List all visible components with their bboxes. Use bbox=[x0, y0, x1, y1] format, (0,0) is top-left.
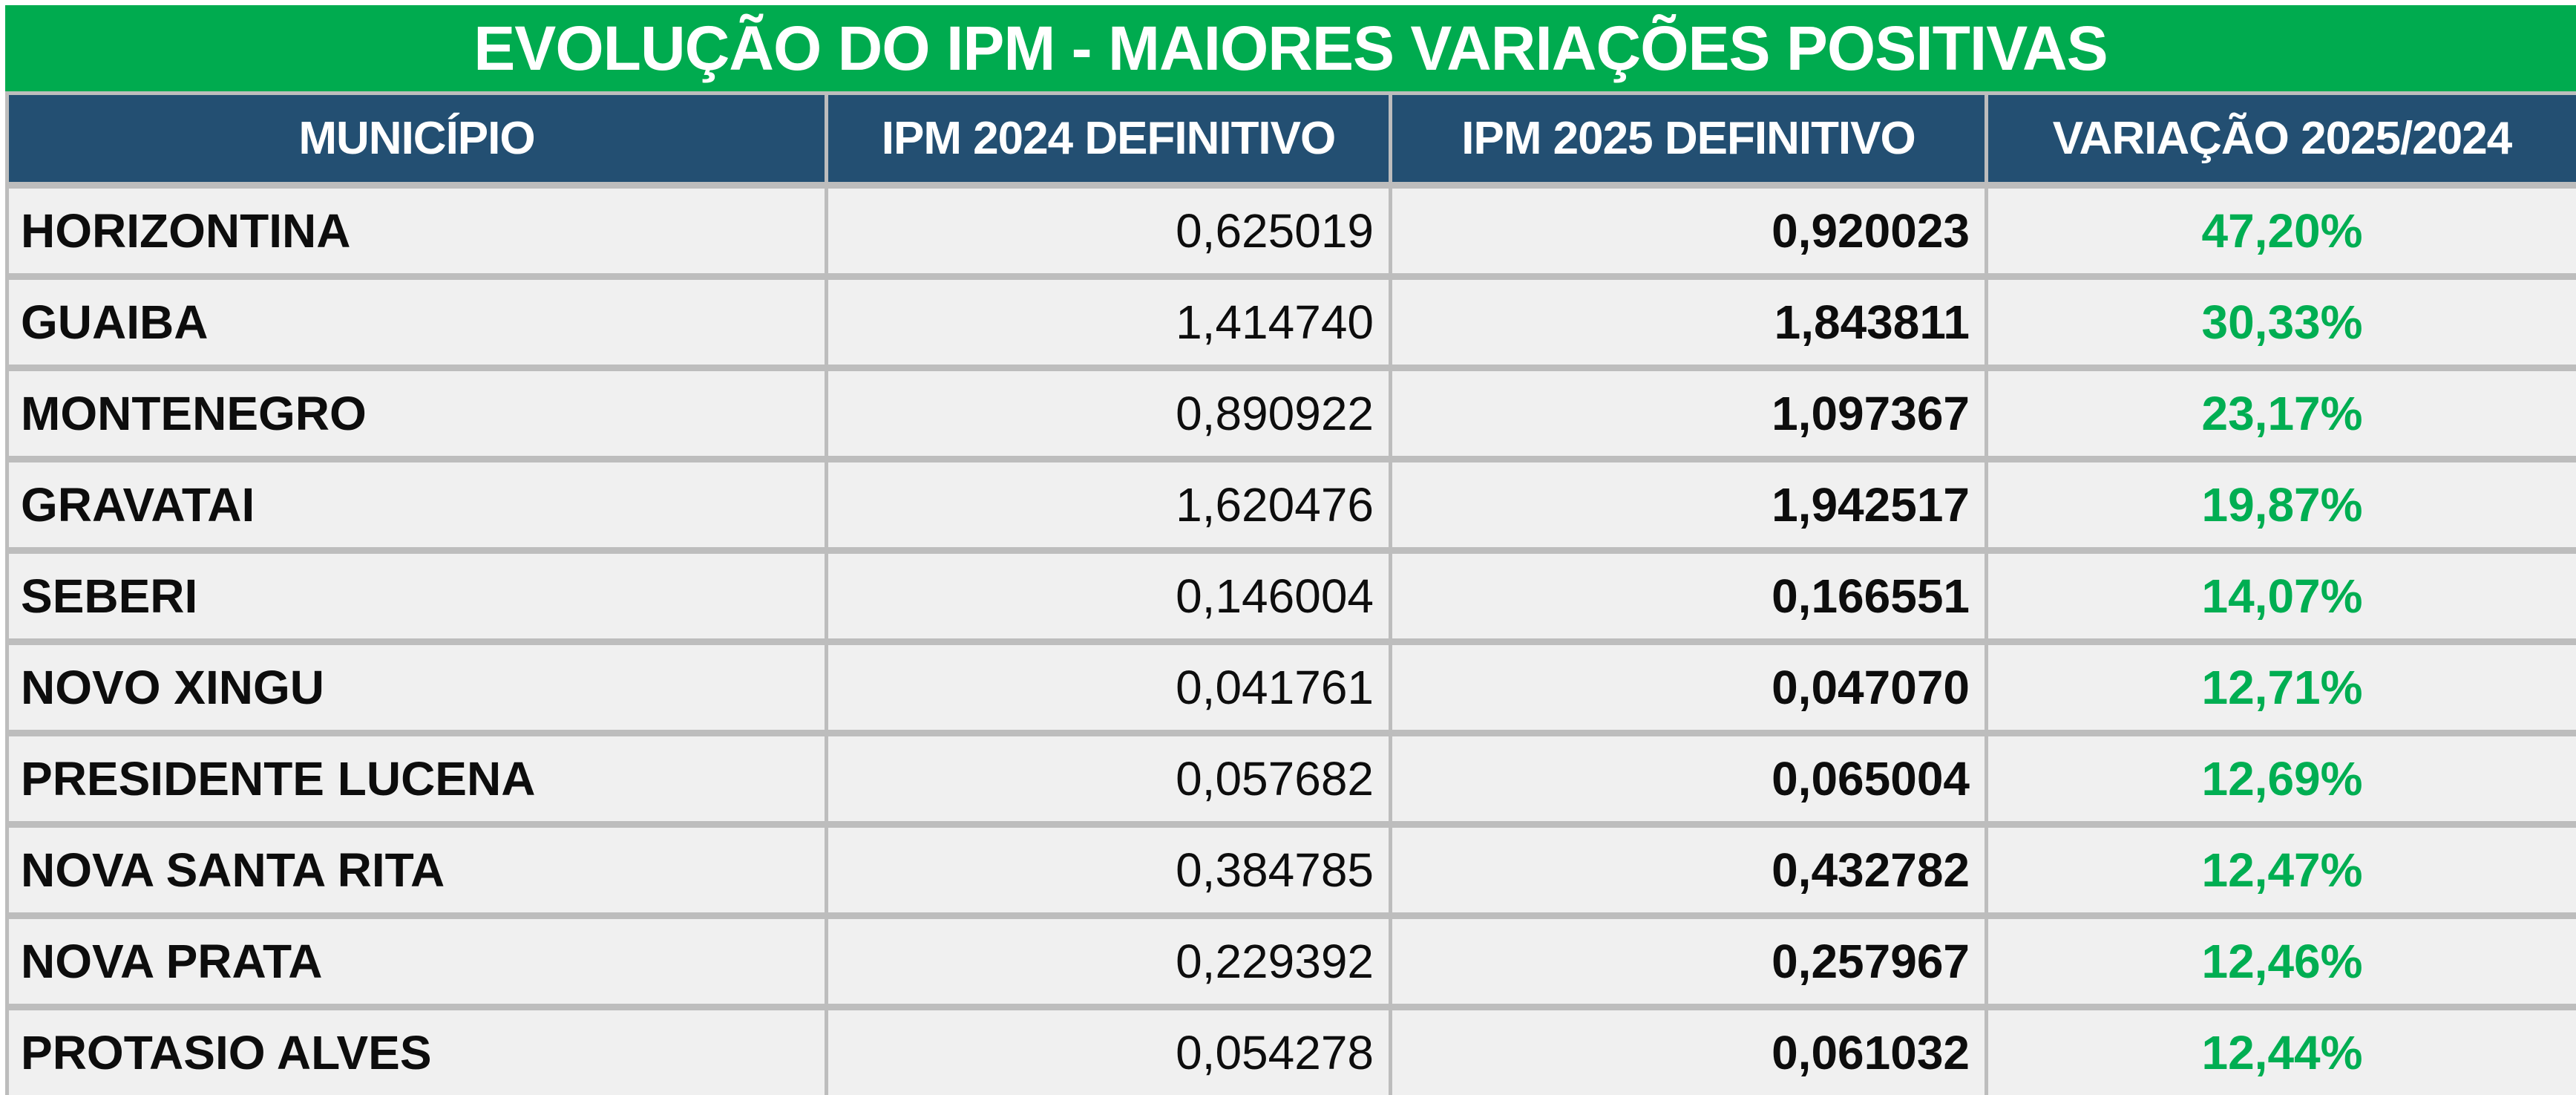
cell-ipm-2024: 0,146004 bbox=[828, 554, 1389, 638]
cell-ipm-2025: 1,843811 bbox=[1392, 280, 1985, 365]
cell-ipm-2024: 1,414740 bbox=[828, 280, 1389, 365]
cell-municipio: NOVA SANTA RITA bbox=[9, 828, 825, 912]
cell-municipio: PRESIDENTE LUCENA bbox=[9, 736, 825, 821]
cell-ipm-2025: 0,257967 bbox=[1392, 919, 1985, 1004]
cell-ipm-2025: 0,061032 bbox=[1392, 1010, 1985, 1095]
cell-variacao: 23,17% bbox=[1988, 371, 2576, 456]
cell-variacao: 12,69% bbox=[1988, 736, 2576, 821]
cell-ipm-2024: 0,890922 bbox=[828, 371, 1389, 456]
cell-variacao: 14,07% bbox=[1988, 554, 2576, 638]
cell-variacao: 12,46% bbox=[1988, 919, 2576, 1004]
cell-municipio: SEBERI bbox=[9, 554, 825, 638]
column-header-variacao: VARIAÇÃO 2025/2024 bbox=[1988, 95, 2576, 182]
cell-variacao: 47,20% bbox=[1988, 189, 2576, 273]
cell-ipm-2025: 0,065004 bbox=[1392, 736, 1985, 821]
cell-variacao: 12,44% bbox=[1988, 1010, 2576, 1095]
cell-ipm-2024: 0,054278 bbox=[828, 1010, 1389, 1095]
cell-variacao: 12,71% bbox=[1988, 645, 2576, 730]
cell-municipio: NOVA PRATA bbox=[9, 919, 825, 1004]
cell-municipio: GRAVATAI bbox=[9, 462, 825, 547]
cell-ipm-2024: 0,057682 bbox=[828, 736, 1389, 821]
cell-municipio: GUAIBA bbox=[9, 280, 825, 365]
cell-municipio: HORIZONTINA bbox=[9, 189, 825, 273]
cell-ipm-2025: 0,432782 bbox=[1392, 828, 1985, 912]
column-header-municipio: MUNICÍPIO bbox=[9, 95, 825, 182]
cell-ipm-2025: 0,920023 bbox=[1392, 189, 1985, 273]
cell-municipio: PROTASIO ALVES bbox=[9, 1010, 825, 1095]
cell-variacao: 30,33% bbox=[1988, 280, 2576, 365]
cell-ipm-2024: 1,620476 bbox=[828, 462, 1389, 547]
cell-variacao: 19,87% bbox=[1988, 462, 2576, 547]
cell-ipm-2025: 0,047070 bbox=[1392, 645, 1985, 730]
cell-municipio: NOVO XINGU bbox=[9, 645, 825, 730]
cell-variacao: 12,47% bbox=[1988, 828, 2576, 912]
column-header-ipm-2024: IPM 2024 DEFINITIVO bbox=[828, 95, 1389, 182]
cell-municipio: MONTENEGRO bbox=[9, 371, 825, 456]
cell-ipm-2024: 0,229392 bbox=[828, 919, 1389, 1004]
cell-ipm-2024: 0,625019 bbox=[828, 189, 1389, 273]
cell-ipm-2024: 0,041761 bbox=[828, 645, 1389, 730]
cell-ipm-2025: 0,166551 bbox=[1392, 554, 1985, 638]
cell-ipm-2025: 1,097367 bbox=[1392, 371, 1985, 456]
column-header-ipm-2025: IPM 2025 DEFINITIVO bbox=[1392, 95, 1985, 182]
cell-ipm-2025: 1,942517 bbox=[1392, 462, 1985, 547]
table-title: EVOLUÇÃO DO IPM - MAIORES VARIAÇÕES POSI… bbox=[5, 5, 2576, 91]
cell-ipm-2024: 0,384785 bbox=[828, 828, 1389, 912]
ipm-table: MUNICÍPIO IPM 2024 DEFINITIVO IPM 2025 D… bbox=[5, 91, 2576, 1095]
